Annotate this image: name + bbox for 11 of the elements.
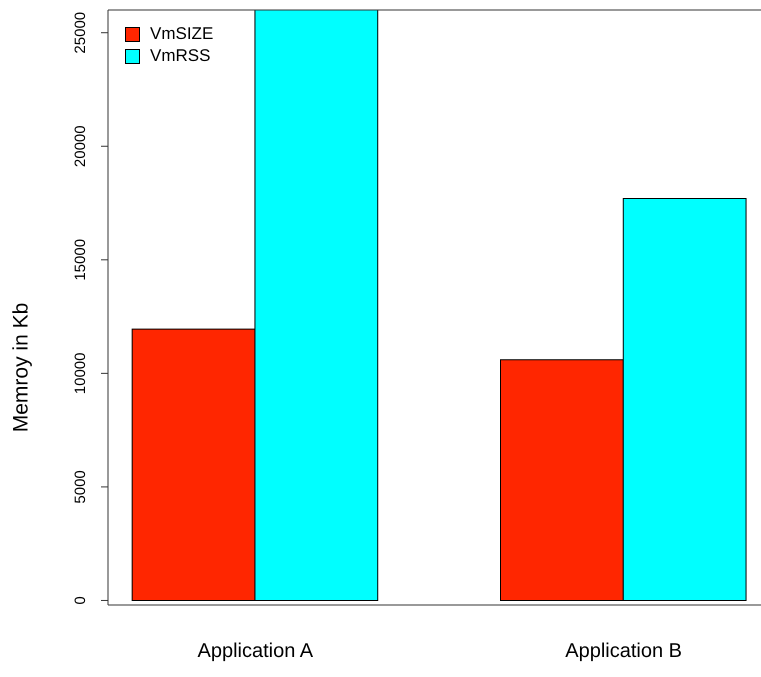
x-tick-label: Application B <box>565 640 682 662</box>
y-tick-label: 10000 <box>72 352 89 394</box>
legend-label: VmSIZE <box>150 24 214 44</box>
y-tick-label: 20000 <box>72 125 89 168</box>
legend-label: VmRSS <box>150 46 210 66</box>
y-tick-label: 5000 <box>72 470 89 504</box>
y-tick-label: 15000 <box>72 238 89 281</box>
y-tick-label: 0 <box>72 596 89 605</box>
y-axis-title: Memroy in Kb <box>9 302 32 432</box>
x-tick-label: Application A <box>198 640 314 662</box>
y-tick-label: 25000 <box>72 12 89 54</box>
